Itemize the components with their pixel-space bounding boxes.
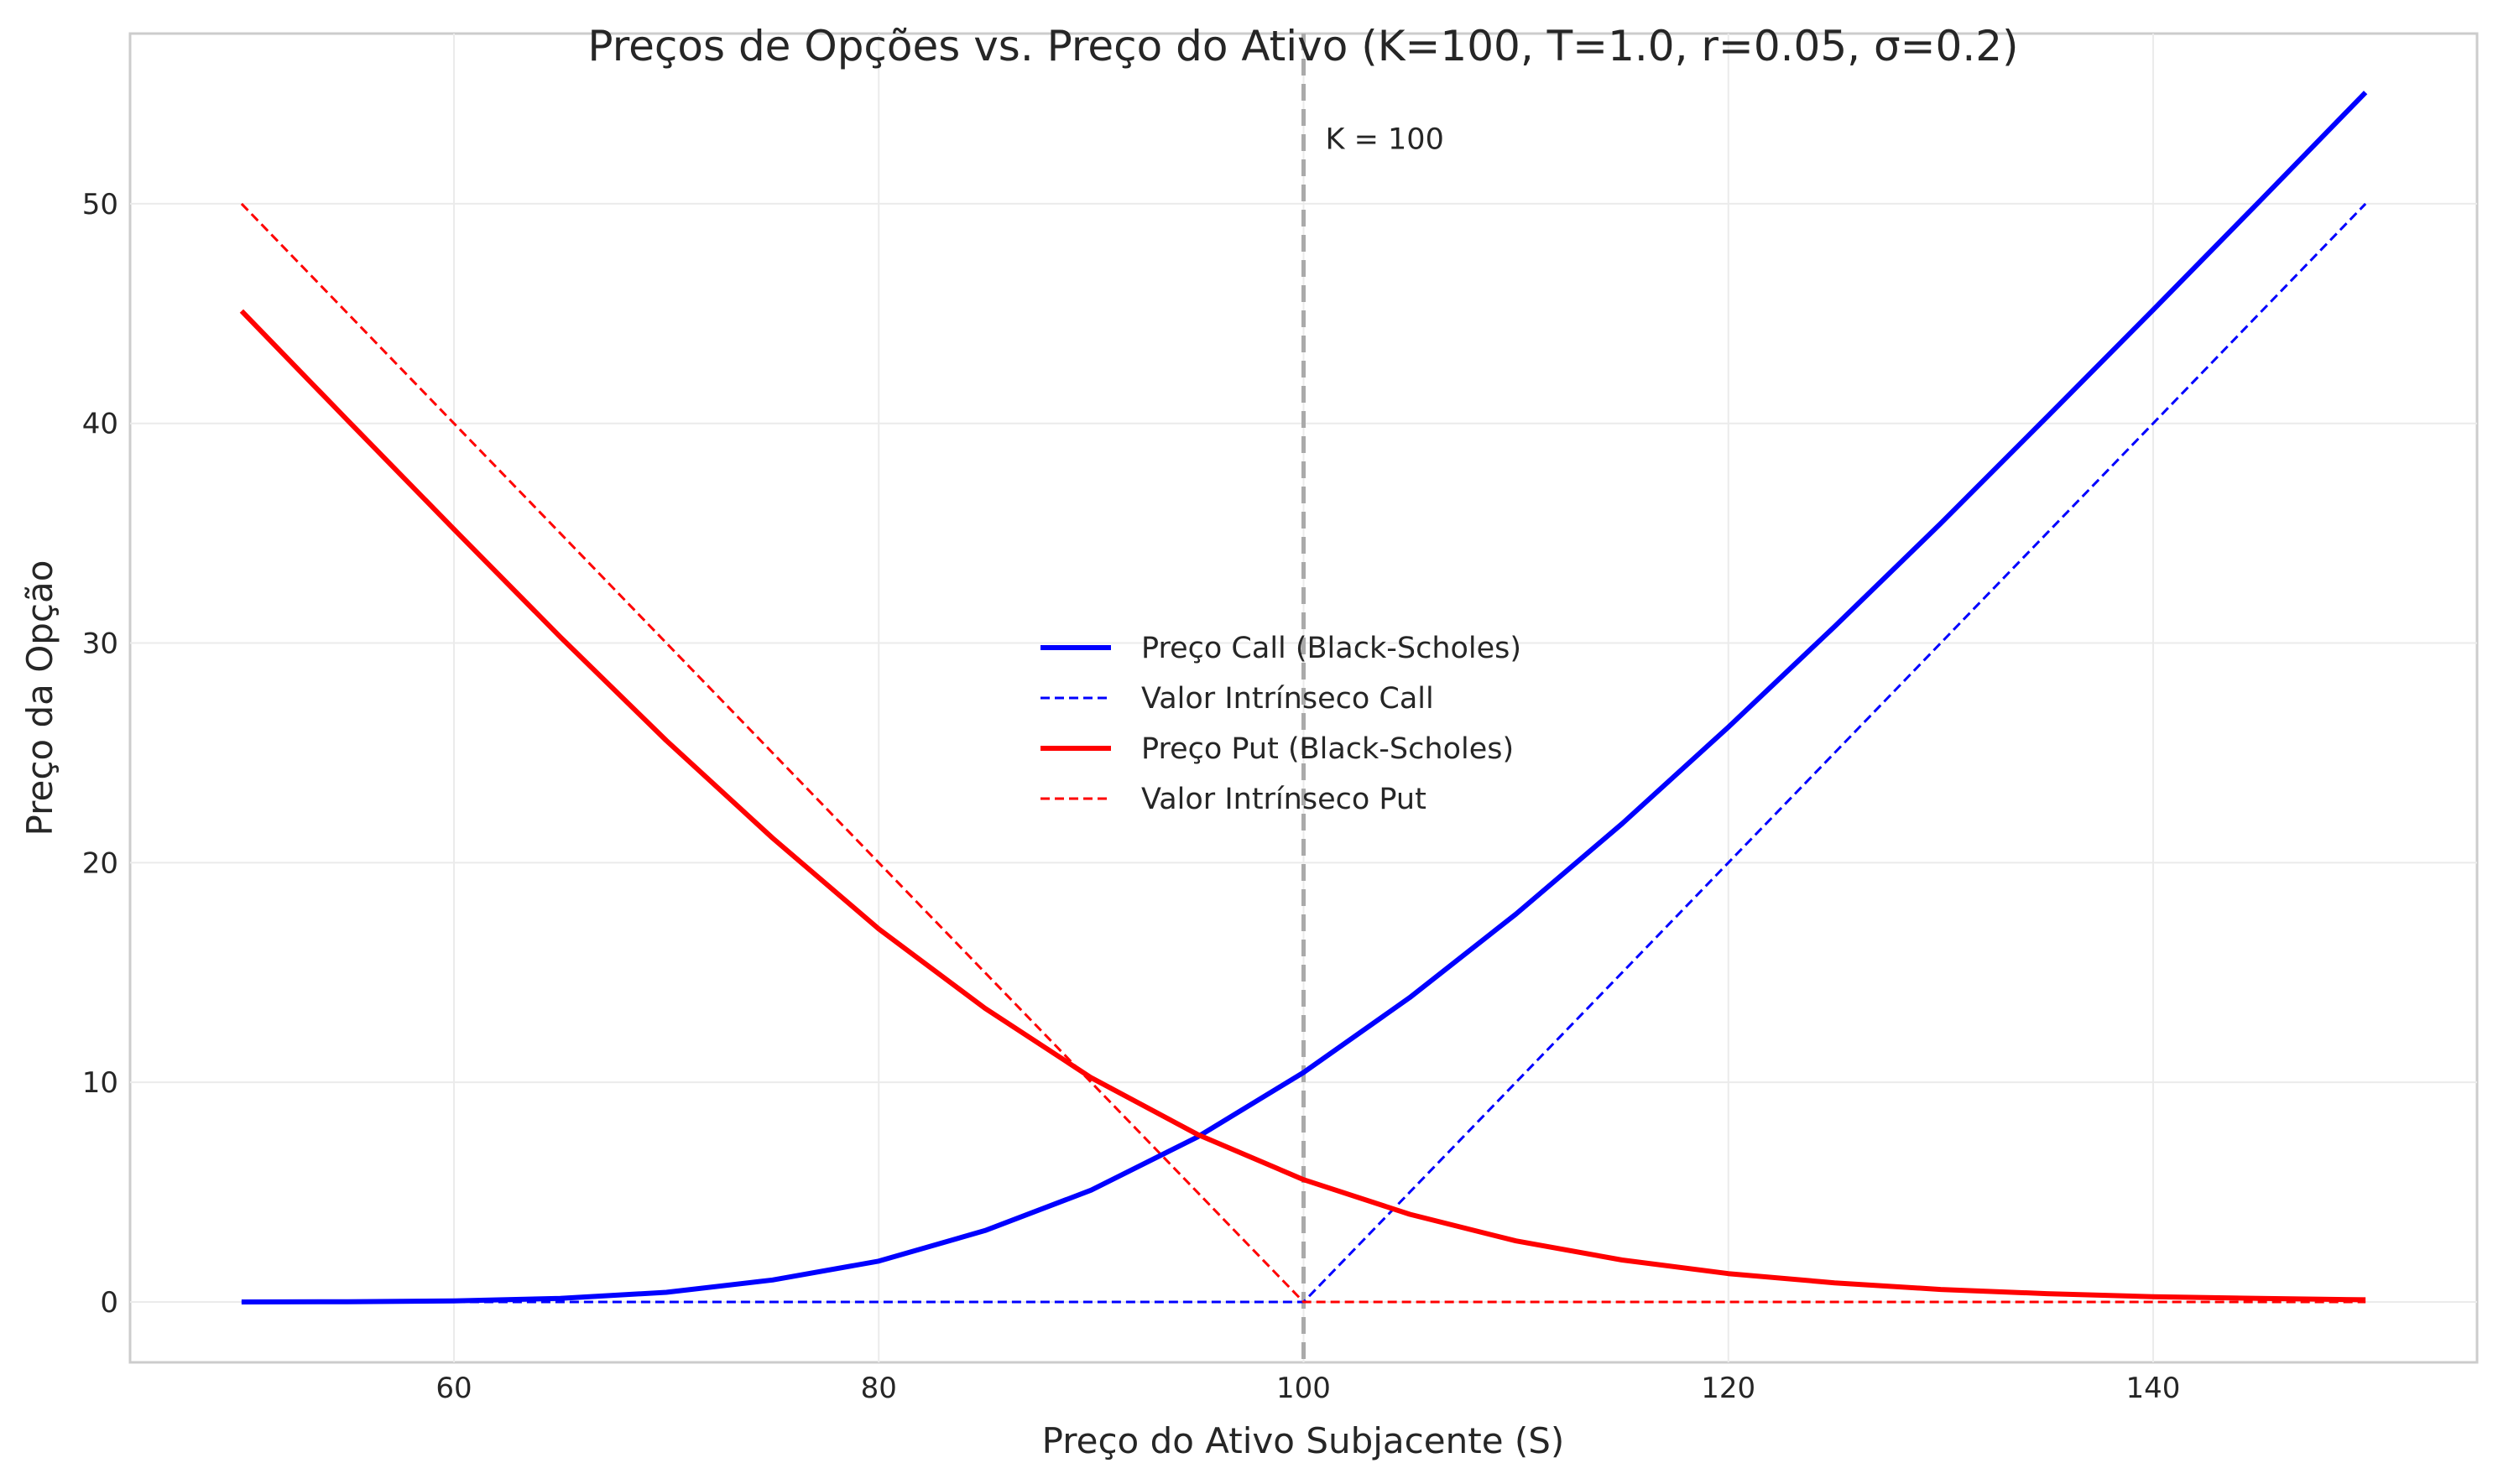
y-tick-label: 20 — [82, 846, 118, 880]
series-line-1 — [241, 91, 2368, 1304]
x-tick-label: 60 — [435, 1372, 472, 1405]
strike-annotation: K = 100 — [1326, 122, 1444, 156]
series-line-3 — [239, 309, 2366, 1303]
x-axis-label: Preço do Ativo Subjacente (S) — [1042, 1420, 1565, 1461]
x-tick-label: 80 — [861, 1372, 897, 1405]
legend-label-3: Preço Put (Black-Scholes) — [1141, 732, 1514, 766]
y-tick-label: 40 — [82, 408, 118, 441]
y-tick-label: 10 — [82, 1066, 118, 1100]
chart-title: Preços de Opções vs. Preço do Ativo (K=1… — [587, 22, 2018, 70]
annotations: K = 100 — [1301, 34, 1444, 1362]
tick-labels: 60 80 100 120 140 0 10 20 30 40 50 — [82, 188, 2181, 1405]
legend-label-1: Preço Call (Black-Scholes) — [1141, 632, 1521, 665]
legend-label-2: Valor Intrínseco Call — [1141, 682, 1434, 716]
legend-label-4: Valor Intrínseco Put — [1141, 783, 1426, 816]
x-tick-label: 140 — [2126, 1372, 2181, 1405]
series-lines — [239, 91, 2368, 1304]
legend: Preço Call (Black-Scholes) Valor Intrínse… — [1040, 632, 1521, 816]
y-tick-label: 30 — [82, 627, 118, 661]
x-tick-label: 100 — [1276, 1372, 1331, 1405]
y-tick-label: 50 — [82, 188, 118, 221]
y-tick-label: 0 — [100, 1286, 118, 1320]
x-tick-label: 120 — [1701, 1372, 1755, 1405]
series-line-4 — [240, 202, 2366, 1304]
y-axis-label: Preço da Opção — [19, 560, 60, 836]
